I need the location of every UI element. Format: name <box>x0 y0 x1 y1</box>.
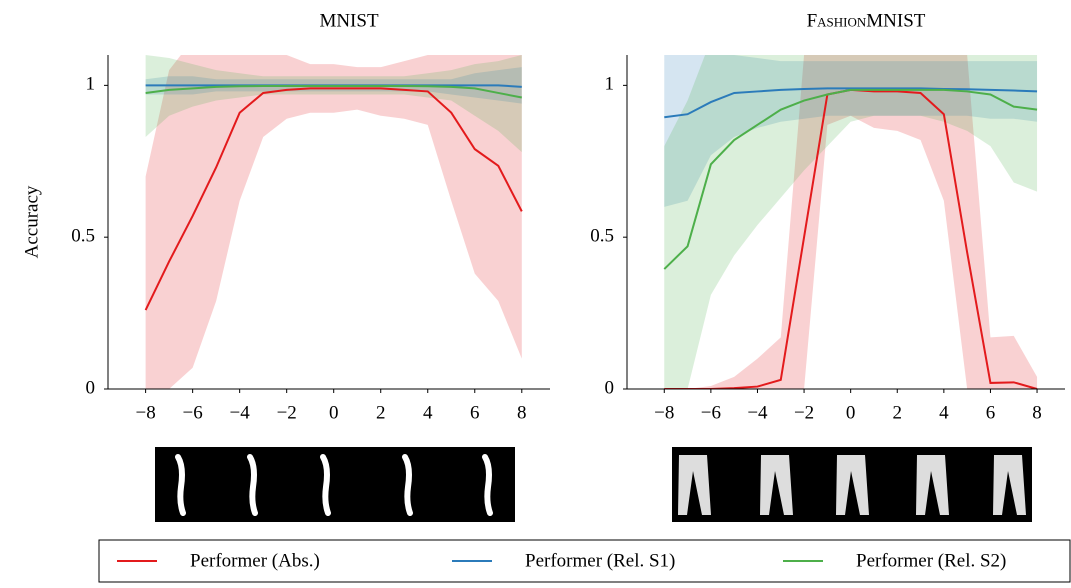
legend-label: Performer (Rel. S1) <box>525 550 675 571</box>
y-axis-label: Accuracy <box>21 185 42 258</box>
line <box>144 87 523 311</box>
error-band <box>664 55 1038 207</box>
line <box>663 88 1038 270</box>
y-tick-label: 0.5 <box>590 226 614 247</box>
error-band <box>664 55 1038 389</box>
x-tick-label: 8 <box>517 402 527 423</box>
legend-label: Performer (Abs.) <box>190 550 320 571</box>
x-tick-label: 2 <box>893 402 903 423</box>
y-tick-label: 0.5 <box>71 226 95 247</box>
x-tick-label: −4 <box>747 402 768 423</box>
x-tick-label: 2 <box>376 402 386 423</box>
error-band <box>145 55 522 389</box>
x-tick-label: −6 <box>183 402 203 423</box>
legend-label: Performer (Rel. S2) <box>856 550 1006 571</box>
x-tick-label: 4 <box>423 402 433 423</box>
x-tick-label: 6 <box>470 402 480 423</box>
line <box>145 84 522 99</box>
chart-title: FashionMNIST <box>807 10 926 31</box>
x-tick-label: −4 <box>230 402 251 423</box>
plot-area <box>144 55 523 389</box>
x-tick-label: 0 <box>329 402 339 423</box>
x-tick-label: −2 <box>794 402 814 423</box>
y-tick-label: 1 <box>86 74 96 95</box>
plot-area <box>663 55 1038 389</box>
x-tick-label: −8 <box>136 402 156 423</box>
x-tick-label: −8 <box>654 402 674 423</box>
x-tick-label: −2 <box>277 402 297 423</box>
line <box>664 87 1038 119</box>
mnist-thumbnails <box>155 447 515 522</box>
x-tick-label: −6 <box>701 402 721 423</box>
x-tick-label: 0 <box>846 402 856 423</box>
error-band <box>664 55 1038 389</box>
x-tick-label: 8 <box>1032 402 1042 423</box>
x-tick-label: 6 <box>986 402 996 423</box>
chart-title: MNIST <box>319 10 379 31</box>
legend-box <box>98 539 1071 583</box>
y-tick-label: 0 <box>86 377 96 398</box>
x-tick-label: 4 <box>939 402 949 423</box>
error-band <box>145 55 522 153</box>
fashion-thumbnails <box>672 447 1032 522</box>
y-tick-label: 0 <box>605 377 615 398</box>
y-tick-label: 1 <box>605 74 615 95</box>
